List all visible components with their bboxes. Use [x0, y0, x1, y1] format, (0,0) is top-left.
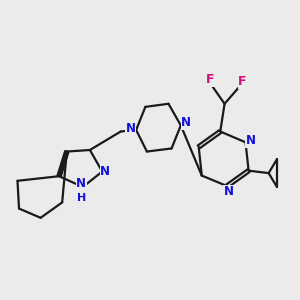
Text: N: N [182, 116, 191, 129]
Text: N: N [100, 165, 110, 178]
Text: N: N [224, 185, 234, 198]
Text: F: F [206, 73, 214, 86]
Text: F: F [238, 75, 247, 88]
Text: H: H [77, 193, 86, 203]
Text: N: N [246, 134, 256, 147]
Text: N: N [126, 122, 136, 135]
Text: N: N [76, 177, 86, 190]
